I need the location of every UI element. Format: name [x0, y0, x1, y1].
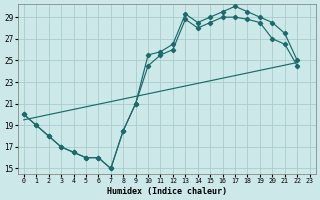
X-axis label: Humidex (Indice chaleur): Humidex (Indice chaleur)	[107, 187, 227, 196]
